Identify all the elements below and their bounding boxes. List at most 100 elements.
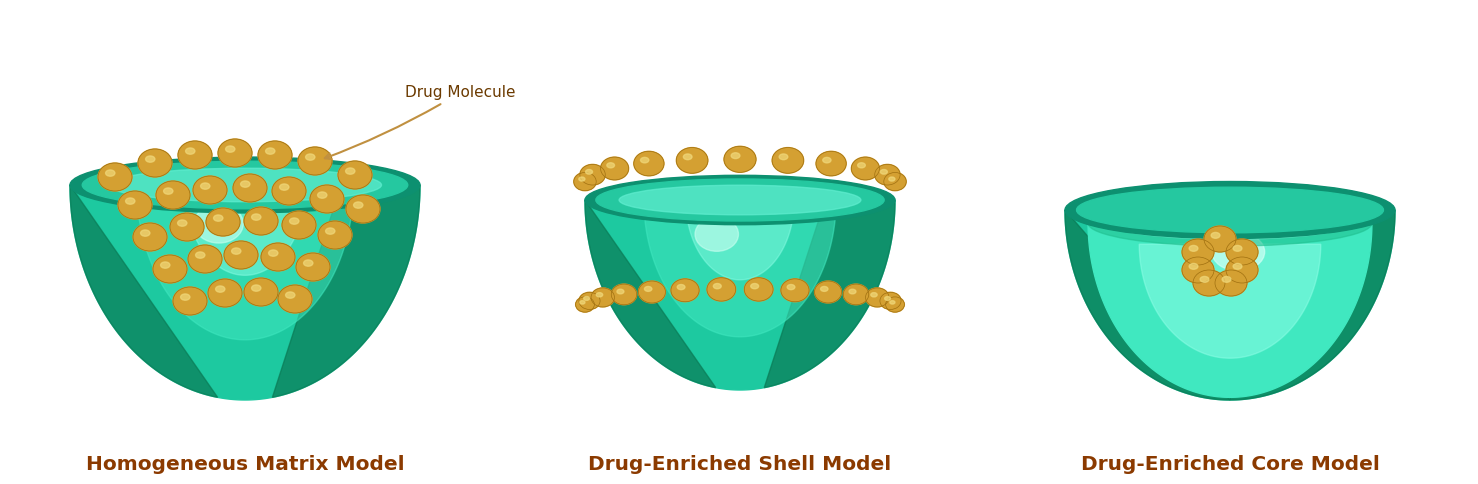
Ellipse shape bbox=[353, 202, 364, 208]
Ellipse shape bbox=[779, 154, 788, 160]
Ellipse shape bbox=[118, 191, 152, 219]
Ellipse shape bbox=[303, 260, 313, 266]
Ellipse shape bbox=[157, 181, 191, 209]
Ellipse shape bbox=[634, 151, 664, 176]
Polygon shape bbox=[69, 185, 420, 400]
Ellipse shape bbox=[1233, 245, 1242, 251]
Ellipse shape bbox=[596, 179, 884, 221]
Ellipse shape bbox=[145, 156, 155, 162]
Ellipse shape bbox=[105, 170, 115, 176]
Ellipse shape bbox=[1215, 270, 1247, 296]
Ellipse shape bbox=[98, 163, 132, 191]
Polygon shape bbox=[183, 185, 306, 275]
Ellipse shape bbox=[1076, 187, 1383, 233]
Ellipse shape bbox=[888, 177, 896, 181]
Polygon shape bbox=[136, 185, 353, 340]
Ellipse shape bbox=[677, 148, 708, 173]
Ellipse shape bbox=[213, 215, 223, 221]
Ellipse shape bbox=[619, 185, 860, 215]
Ellipse shape bbox=[140, 230, 149, 236]
Ellipse shape bbox=[644, 287, 652, 291]
Ellipse shape bbox=[677, 285, 684, 289]
Ellipse shape bbox=[820, 287, 828, 291]
Ellipse shape bbox=[170, 213, 204, 241]
Text: Drug-Enriched Shell Model: Drug-Enriched Shell Model bbox=[588, 455, 891, 474]
Ellipse shape bbox=[285, 292, 296, 298]
Ellipse shape bbox=[201, 183, 210, 189]
Ellipse shape bbox=[1088, 200, 1372, 246]
Ellipse shape bbox=[217, 139, 253, 167]
Ellipse shape bbox=[173, 287, 207, 315]
Ellipse shape bbox=[591, 288, 615, 307]
Ellipse shape bbox=[226, 146, 235, 152]
Ellipse shape bbox=[881, 169, 887, 174]
Ellipse shape bbox=[346, 168, 355, 174]
Ellipse shape bbox=[338, 161, 372, 189]
Polygon shape bbox=[585, 200, 896, 390]
Ellipse shape bbox=[318, 221, 352, 249]
Ellipse shape bbox=[579, 165, 606, 185]
Ellipse shape bbox=[269, 250, 278, 256]
Ellipse shape bbox=[282, 211, 316, 239]
Ellipse shape bbox=[596, 293, 603, 297]
Ellipse shape bbox=[584, 297, 590, 301]
Ellipse shape bbox=[1190, 263, 1199, 269]
Ellipse shape bbox=[1200, 276, 1209, 282]
Ellipse shape bbox=[194, 176, 228, 204]
Ellipse shape bbox=[188, 245, 222, 273]
Ellipse shape bbox=[180, 294, 189, 300]
Ellipse shape bbox=[745, 278, 773, 301]
Ellipse shape bbox=[1110, 207, 1351, 239]
Text: Drug-Enriched Core Model: Drug-Enriched Core Model bbox=[1080, 455, 1379, 474]
Ellipse shape bbox=[318, 192, 327, 198]
Ellipse shape bbox=[195, 252, 205, 258]
Ellipse shape bbox=[607, 163, 615, 168]
Ellipse shape bbox=[1210, 232, 1219, 238]
Ellipse shape bbox=[579, 292, 600, 309]
Ellipse shape bbox=[251, 285, 262, 291]
Ellipse shape bbox=[714, 284, 721, 289]
Ellipse shape bbox=[69, 157, 420, 213]
Ellipse shape bbox=[259, 141, 293, 169]
Polygon shape bbox=[1230, 210, 1395, 400]
Ellipse shape bbox=[857, 163, 865, 168]
Text: Drug Molecule: Drug Molecule bbox=[325, 85, 516, 159]
Ellipse shape bbox=[306, 154, 315, 160]
Ellipse shape bbox=[1193, 270, 1225, 296]
Ellipse shape bbox=[108, 168, 381, 202]
Polygon shape bbox=[272, 185, 420, 397]
Ellipse shape bbox=[816, 151, 847, 176]
Ellipse shape bbox=[186, 148, 195, 154]
Ellipse shape bbox=[1222, 276, 1231, 282]
Ellipse shape bbox=[884, 172, 906, 191]
Ellipse shape bbox=[137, 149, 171, 177]
Ellipse shape bbox=[814, 281, 841, 303]
Ellipse shape bbox=[1205, 226, 1236, 252]
Ellipse shape bbox=[885, 297, 890, 301]
Ellipse shape bbox=[177, 141, 211, 169]
Ellipse shape bbox=[732, 153, 740, 159]
Polygon shape bbox=[585, 200, 715, 388]
Ellipse shape bbox=[296, 253, 330, 281]
Ellipse shape bbox=[890, 301, 896, 304]
Ellipse shape bbox=[638, 281, 665, 303]
Polygon shape bbox=[69, 185, 217, 397]
Ellipse shape bbox=[724, 146, 757, 172]
Ellipse shape bbox=[772, 148, 804, 173]
Ellipse shape bbox=[875, 165, 900, 185]
Polygon shape bbox=[1066, 210, 1395, 400]
Ellipse shape bbox=[683, 154, 692, 160]
Ellipse shape bbox=[871, 293, 876, 297]
Ellipse shape bbox=[262, 243, 296, 271]
Ellipse shape bbox=[640, 157, 649, 163]
Ellipse shape bbox=[706, 278, 736, 301]
Text: Homogeneous Matrix Model: Homogeneous Matrix Model bbox=[86, 455, 405, 474]
Ellipse shape bbox=[1212, 233, 1265, 271]
Ellipse shape bbox=[788, 285, 795, 289]
Ellipse shape bbox=[266, 148, 275, 154]
Ellipse shape bbox=[164, 188, 173, 194]
Ellipse shape bbox=[205, 208, 239, 236]
Ellipse shape bbox=[272, 177, 306, 205]
Ellipse shape bbox=[585, 175, 896, 225]
Ellipse shape bbox=[851, 157, 879, 180]
